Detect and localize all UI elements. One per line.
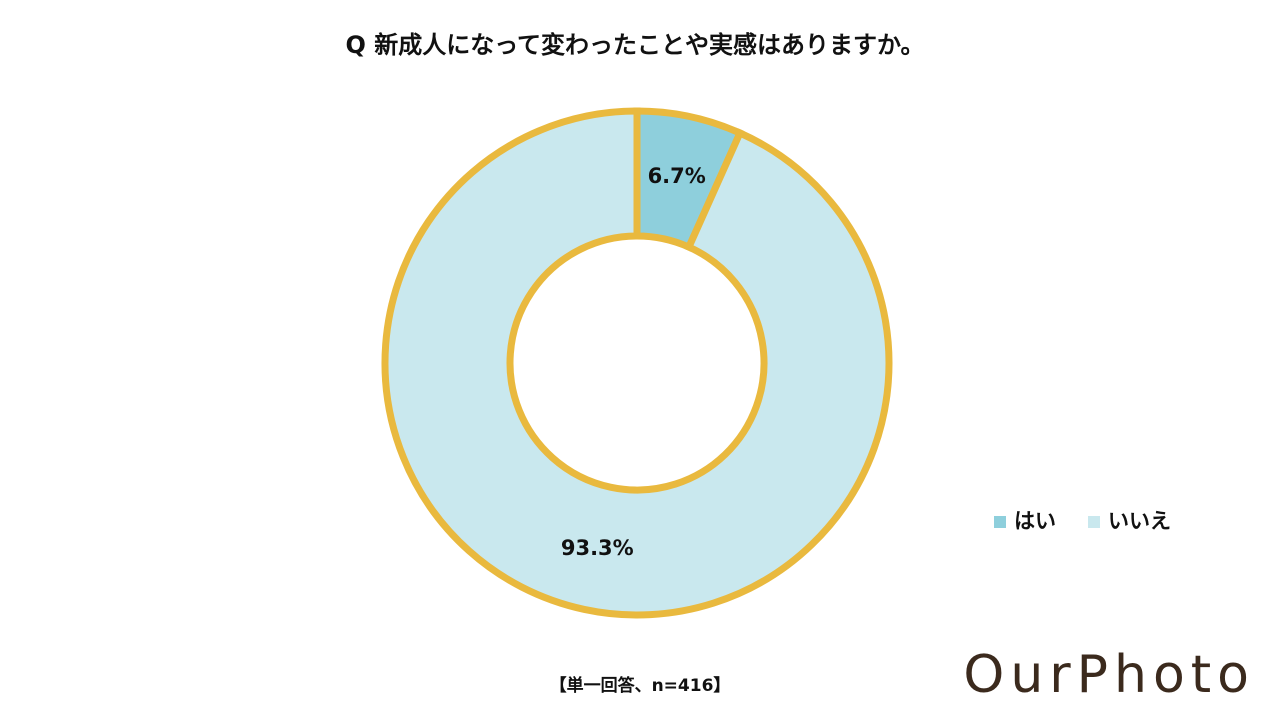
- legend-swatch: [994, 516, 1006, 528]
- value-label: 93.3%: [561, 536, 634, 560]
- slice: [381, 107, 893, 619]
- donut: [381, 107, 893, 619]
- chart-title: Q 新成人になって変わったことや実感はありますか。: [345, 31, 924, 59]
- legend-swatch: [1088, 516, 1100, 528]
- note: 【単一回答、n=416】: [550, 675, 731, 696]
- legend-label: はい: [1014, 509, 1056, 533]
- legend-label: いいえ: [1108, 509, 1171, 533]
- value-label: 6.7%: [648, 164, 706, 188]
- logo: OurPhoto: [963, 645, 1255, 705]
